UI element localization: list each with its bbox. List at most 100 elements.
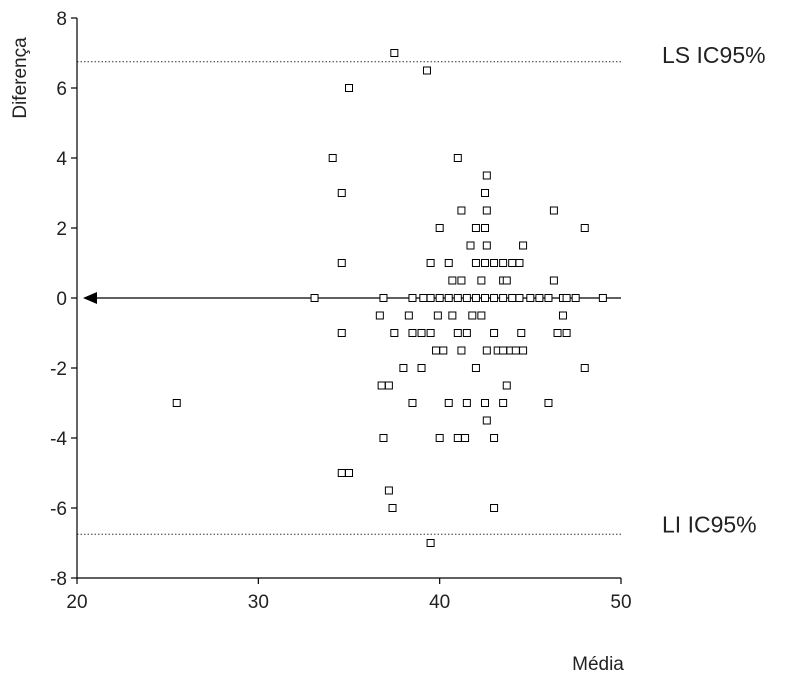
data-point bbox=[422, 66, 431, 75]
data-points-group bbox=[172, 49, 607, 547]
data-point bbox=[172, 399, 181, 407]
data-point bbox=[328, 154, 337, 162]
data-point bbox=[337, 329, 346, 337]
x-tick-label: 40 bbox=[429, 592, 450, 613]
data-point bbox=[417, 329, 426, 337]
data-point bbox=[453, 329, 462, 337]
data-point bbox=[515, 259, 524, 267]
x-ticks-group: 20 30 40 50 bbox=[66, 578, 632, 613]
data-point bbox=[419, 294, 428, 302]
data-point bbox=[544, 399, 553, 407]
y-tick-label: 0 bbox=[56, 289, 67, 310]
data-point bbox=[384, 486, 393, 495]
data-point bbox=[471, 224, 480, 232]
y-tick-label: -6 bbox=[50, 499, 67, 520]
data-point bbox=[558, 311, 567, 320]
data-point bbox=[375, 311, 384, 320]
data-point bbox=[482, 346, 491, 355]
data-point bbox=[345, 84, 353, 92]
data-point bbox=[490, 434, 499, 442]
data-point bbox=[408, 399, 417, 407]
data-point bbox=[490, 329, 499, 337]
y-tick-label: 2 bbox=[56, 219, 67, 240]
data-point bbox=[468, 311, 477, 320]
data-point bbox=[457, 346, 466, 355]
data-point bbox=[453, 154, 462, 162]
data-point bbox=[310, 294, 319, 302]
data-point bbox=[482, 206, 491, 215]
y-ticks-group: 8 6 4 2 0 -2 -4 -6 -8 bbox=[50, 9, 77, 590]
data-point bbox=[435, 434, 444, 442]
data-point bbox=[426, 294, 435, 302]
data-point bbox=[435, 294, 444, 302]
data-point bbox=[481, 224, 489, 232]
y-tick-label: -4 bbox=[50, 429, 67, 450]
data-point bbox=[457, 206, 466, 215]
data-point bbox=[426, 329, 435, 337]
data-point bbox=[515, 294, 524, 302]
data-point bbox=[499, 346, 508, 355]
x-tick-label: 50 bbox=[610, 592, 631, 613]
data-point bbox=[448, 276, 457, 285]
data-point bbox=[499, 399, 508, 407]
data-point bbox=[580, 224, 589, 232]
data-point bbox=[519, 346, 528, 355]
data-point bbox=[444, 294, 453, 302]
data-point bbox=[435, 224, 444, 232]
data-point bbox=[549, 276, 558, 285]
data-point bbox=[481, 189, 489, 197]
data-point bbox=[432, 346, 441, 355]
data-point bbox=[499, 294, 508, 302]
data-point bbox=[490, 294, 499, 302]
data-point bbox=[453, 294, 462, 302]
data-point bbox=[388, 504, 397, 512]
data-point bbox=[553, 329, 562, 337]
data-point bbox=[379, 434, 388, 442]
data-point bbox=[417, 364, 426, 372]
data-point bbox=[471, 259, 480, 267]
data-point bbox=[490, 504, 499, 512]
left-arrow-icon bbox=[83, 292, 97, 304]
data-point bbox=[337, 469, 346, 477]
data-point bbox=[377, 381, 386, 390]
data-point bbox=[408, 294, 417, 302]
data-point bbox=[444, 399, 453, 407]
y-tick-label: -2 bbox=[50, 359, 67, 380]
data-point bbox=[482, 171, 491, 180]
data-point bbox=[502, 381, 511, 390]
data-point bbox=[517, 329, 526, 337]
data-point bbox=[535, 294, 544, 302]
data-point bbox=[508, 259, 517, 267]
data-point bbox=[477, 311, 486, 320]
data-point bbox=[453, 434, 462, 442]
data-point bbox=[399, 364, 408, 372]
data-point bbox=[598, 294, 607, 302]
data-point bbox=[562, 329, 571, 337]
data-point bbox=[481, 294, 489, 302]
data-point bbox=[499, 259, 508, 267]
x-axis-title: Média bbox=[572, 654, 624, 675]
data-point bbox=[448, 311, 457, 320]
data-point bbox=[481, 399, 489, 407]
data-point bbox=[426, 259, 435, 267]
y-tick-label: 4 bbox=[56, 149, 67, 170]
data-point bbox=[384, 381, 393, 390]
data-point bbox=[490, 259, 499, 267]
data-point bbox=[466, 241, 475, 250]
data-point bbox=[390, 329, 399, 337]
data-point bbox=[390, 49, 399, 57]
data-point bbox=[439, 346, 448, 355]
data-point bbox=[462, 329, 471, 337]
data-point bbox=[508, 294, 517, 302]
x-tick-label: 30 bbox=[248, 592, 269, 613]
data-point bbox=[457, 276, 466, 285]
x-tick-label: 20 bbox=[66, 592, 87, 613]
upper-limit-label: LS IC95% bbox=[662, 42, 766, 68]
data-point bbox=[444, 259, 453, 267]
data-point bbox=[544, 294, 553, 302]
data-point bbox=[482, 416, 491, 425]
data-point bbox=[337, 259, 346, 267]
y-axis-title: Diferença bbox=[10, 37, 31, 119]
data-point bbox=[462, 294, 471, 302]
